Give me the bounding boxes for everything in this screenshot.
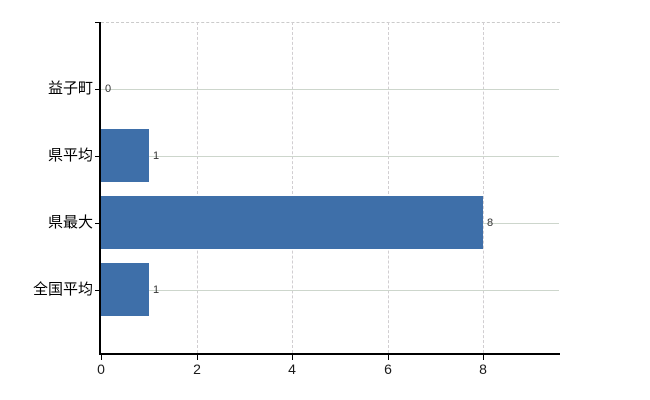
x-axis-tick xyxy=(197,355,198,360)
bar-value-label: 1 xyxy=(153,284,160,296)
x-tick-label: 6 xyxy=(384,361,392,377)
gridline-vertical xyxy=(197,22,198,353)
gridline-vertical xyxy=(292,22,293,353)
x-tick-label: 0 xyxy=(97,361,105,377)
bar xyxy=(101,129,149,182)
x-tick-label: 2 xyxy=(193,361,201,377)
y-axis-tick xyxy=(95,89,101,90)
plot-top-border xyxy=(101,22,560,23)
x-axis-tick xyxy=(483,355,484,360)
y-axis-line xyxy=(99,22,101,355)
x-tick-label: 8 xyxy=(479,361,487,377)
gridline-vertical xyxy=(388,22,389,353)
gridline-horizontal xyxy=(101,290,559,291)
category-label: 県最大 xyxy=(47,214,93,231)
gridline-vertical xyxy=(483,22,484,353)
bar xyxy=(101,196,483,249)
bar-value-label: 8 xyxy=(487,217,494,229)
bar xyxy=(101,263,149,316)
category-label: 県平均 xyxy=(47,147,93,164)
y-axis-tick xyxy=(95,223,101,224)
y-axis-tick xyxy=(95,290,101,291)
bar-value-label: 1 xyxy=(153,150,160,162)
category-label: 益子町 xyxy=(47,80,93,97)
bar-value-label: 0 xyxy=(105,83,112,95)
y-axis-top-tick xyxy=(95,22,101,23)
x-axis-tick xyxy=(388,355,389,360)
y-axis-tick xyxy=(95,156,101,157)
plot-area: 0 1 8 1 xyxy=(101,22,560,353)
x-tick-label: 4 xyxy=(288,361,296,377)
x-axis-tick xyxy=(292,355,293,360)
category-label: 全国平均 xyxy=(32,281,93,298)
x-axis-tick xyxy=(101,355,102,360)
x-axis-line xyxy=(99,353,560,355)
gridline-horizontal xyxy=(101,89,559,90)
gridline-horizontal xyxy=(101,156,559,157)
